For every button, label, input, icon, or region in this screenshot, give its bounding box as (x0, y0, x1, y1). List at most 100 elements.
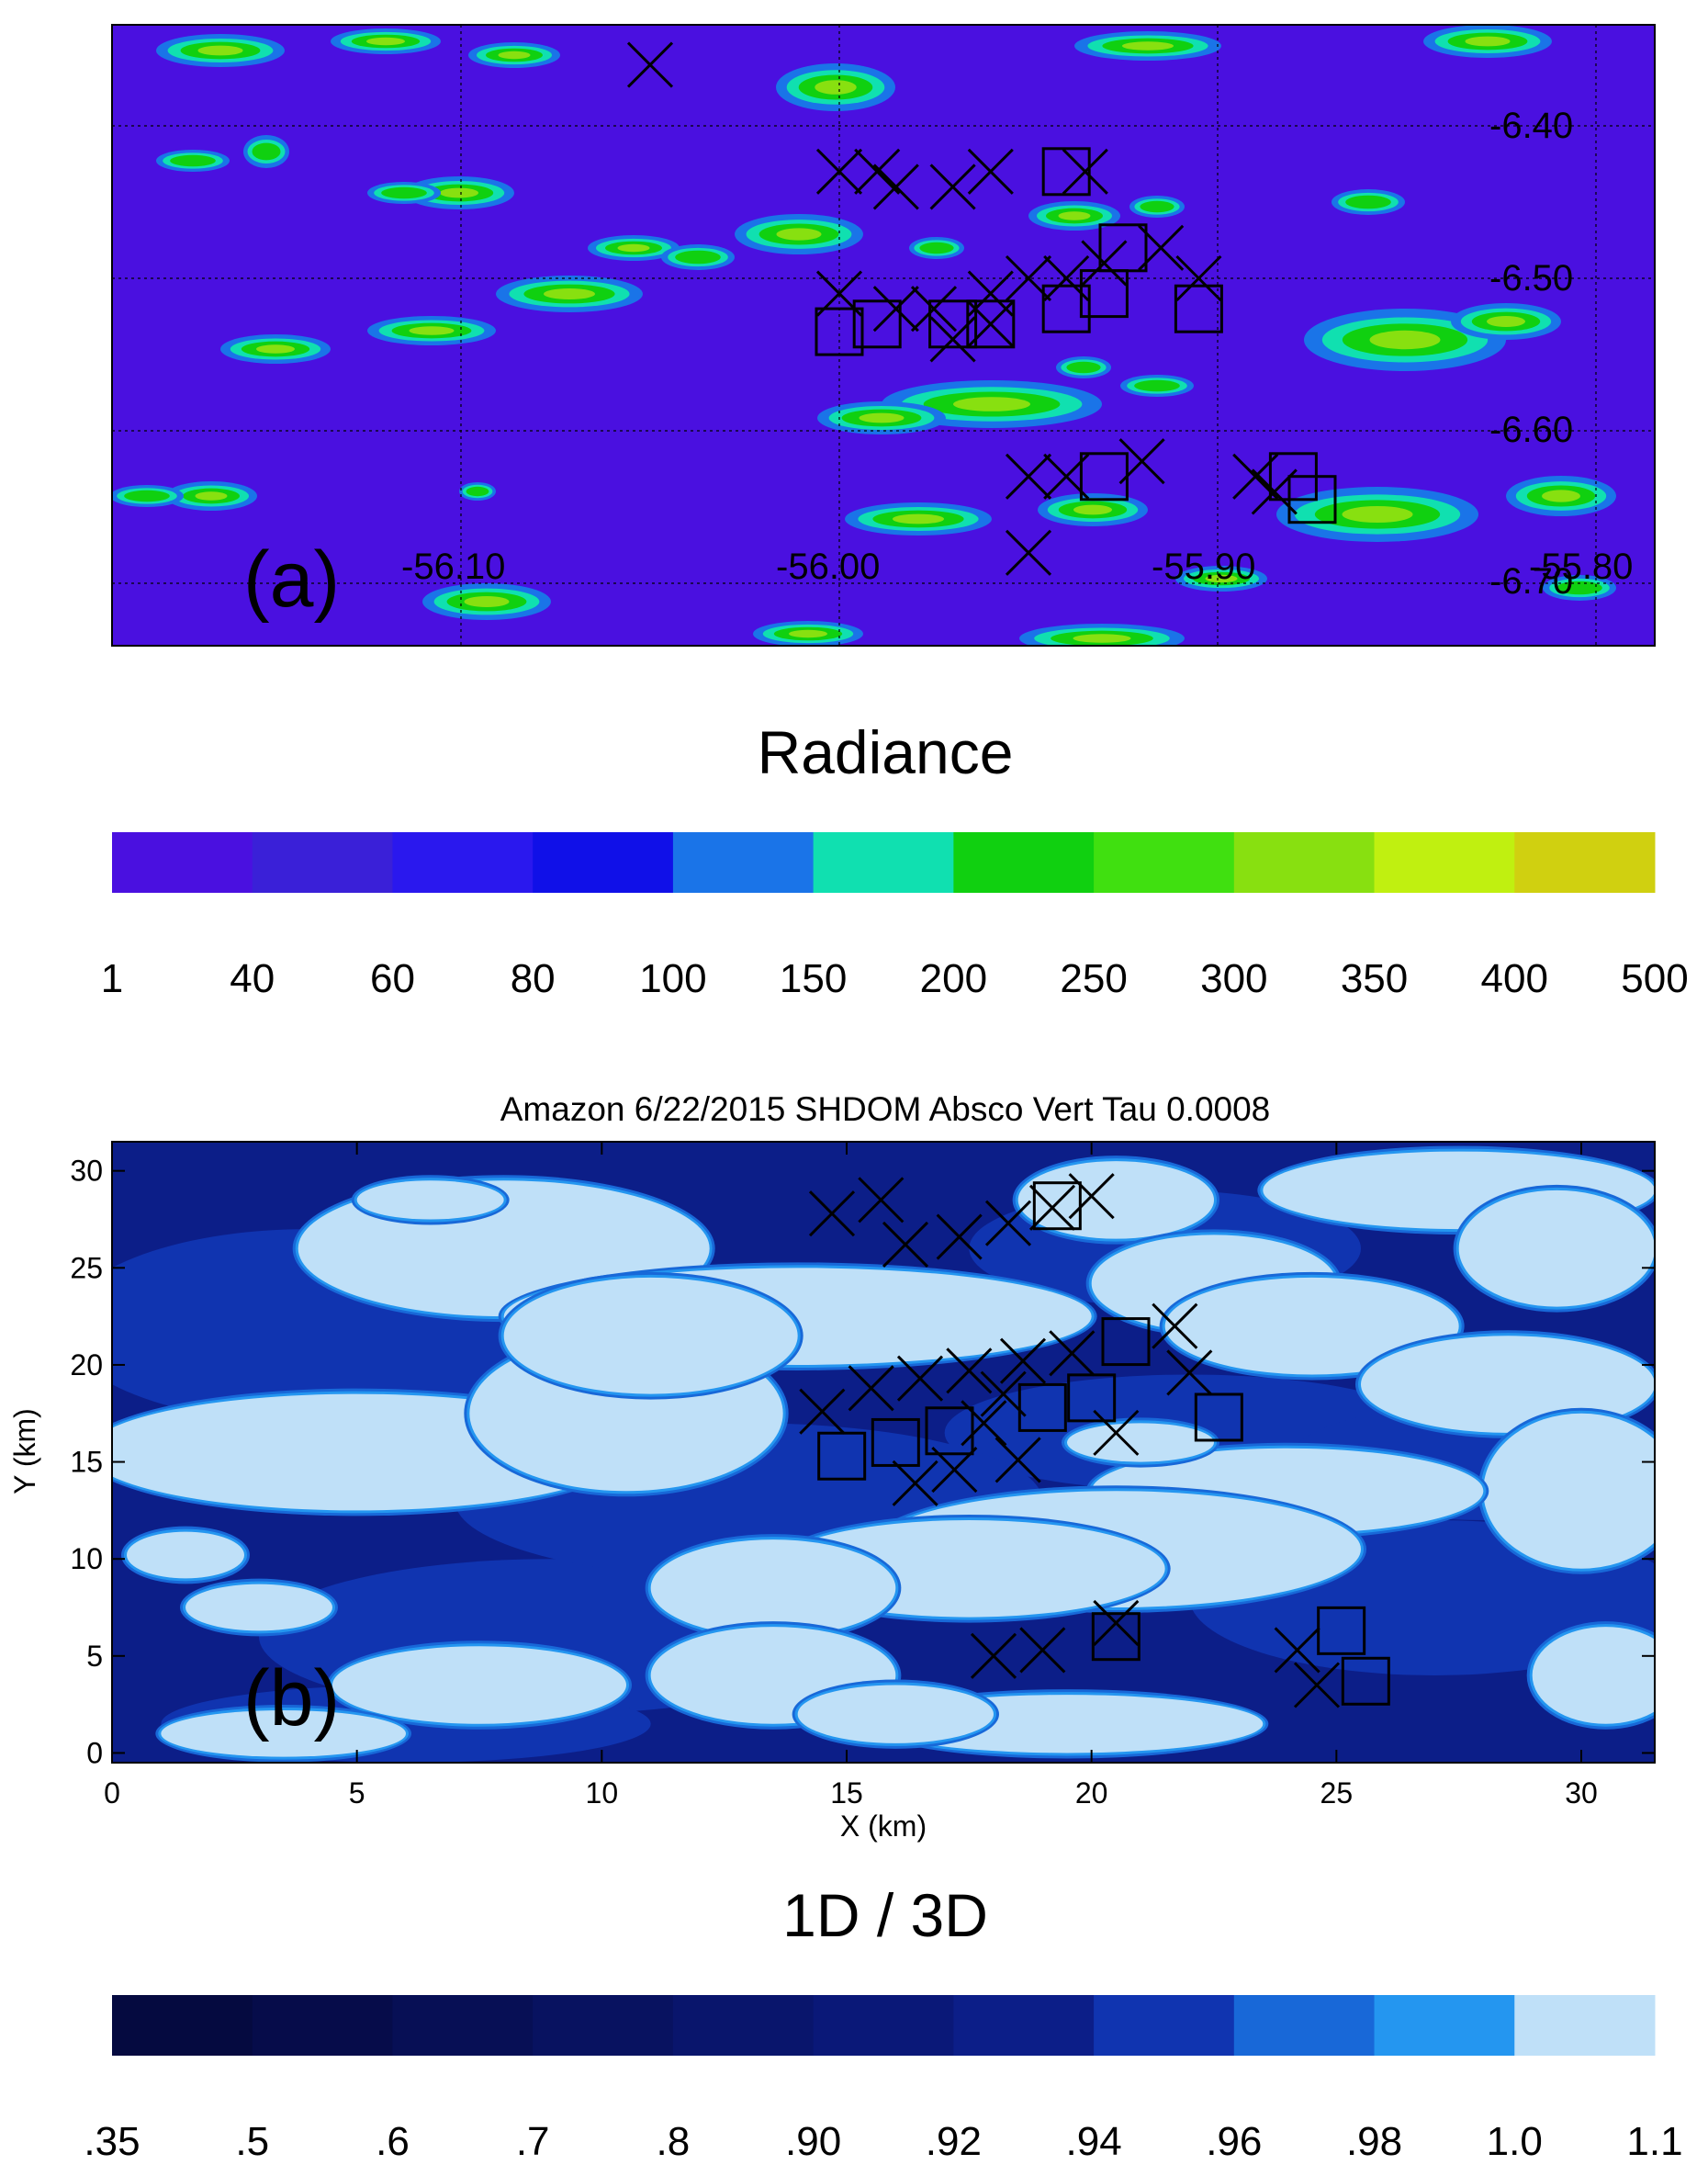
x-marker (910, 286, 958, 333)
panel-b-label: (b) (243, 1654, 340, 1742)
colorbar-swatch (953, 1995, 1095, 2056)
x-marker (1081, 240, 1128, 287)
y-tick-label: 5 (86, 1640, 103, 1673)
square-marker (1174, 284, 1223, 333)
colorbar-swatch (392, 1995, 534, 2056)
lon-label-3: -55.90 (1152, 547, 1255, 587)
x-marker (1274, 1627, 1320, 1674)
panel-a-label: (a) (243, 536, 340, 624)
lat-label-3: -6.60 (1489, 410, 1573, 450)
colorbar-tick-label: .35 (84, 2119, 140, 2164)
square-marker (1287, 475, 1337, 524)
x-marker (980, 1370, 1027, 1417)
panel-b-axes: 0 5 10 15 20 25 30 0 5 10 15 20 25 30 (70, 1142, 1655, 1810)
colorbar-b-ticks: .35 .5 .6 .7 .8 .90 .92 .94 .96 .98 1.0 1.1 (84, 2119, 1682, 2164)
x-marker (984, 1200, 1032, 1246)
colorbar-tick-label: 400 (1481, 956, 1548, 1001)
radiance-patch (1506, 476, 1616, 516)
radiance-patch (1074, 31, 1221, 61)
radiance-patch (1019, 624, 1185, 646)
ratio-patch-high (155, 1704, 412, 1763)
square-marker (1079, 269, 1129, 319)
colorbar-swatch (1233, 1995, 1376, 2056)
radiance-patch (112, 485, 184, 507)
x-marker (967, 148, 1014, 195)
y-tick-label: 20 (70, 1348, 103, 1381)
x-marker (1093, 1599, 1140, 1646)
panel-b: 0 5 10 15 20 25 30 0 5 10 15 20 25 30 (b) (70, 1141, 1656, 1810)
x-marker (1152, 1302, 1198, 1349)
colorbar-swatch (1514, 832, 1656, 893)
x-tick-label: 20 (1075, 1776, 1108, 1810)
colorbar-swatch (533, 1995, 674, 2056)
colorbar-a-title: Radiance (758, 718, 1014, 786)
colorbar-tick-label: 150 (780, 956, 847, 1001)
radiance-patch (909, 237, 964, 259)
ratio-patch-high (121, 1526, 250, 1584)
colorbar-swatch (392, 832, 534, 893)
ratio-patch-high (180, 1578, 338, 1637)
x-marker (808, 1190, 856, 1237)
radiance-patch (1056, 356, 1111, 378)
colorbar-tick-label: 300 (1200, 956, 1267, 1001)
square-marker (1091, 1612, 1141, 1662)
x-marker (946, 1347, 993, 1394)
x-tick-label: 5 (349, 1776, 365, 1810)
lat-label-2: -6.50 (1489, 258, 1573, 299)
colorbar-b (112, 1995, 1656, 2056)
square-marker (817, 1431, 867, 1481)
radiance-patch (1451, 303, 1561, 340)
x-marker (936, 1213, 983, 1260)
panel-b-markers (799, 1173, 1390, 1708)
colorbar-swatch (813, 1995, 954, 2056)
panel-a: -56.10 -56.00 -55.90 -55.80 -6.40 -6.50 … (111, 24, 1656, 647)
colorbar-swatch (1094, 832, 1235, 893)
radiance-patch (243, 135, 289, 168)
colorbar-a (112, 832, 1656, 893)
radiance-patch (220, 334, 331, 364)
square-marker (1194, 1392, 1243, 1442)
radiance-patch (165, 481, 257, 511)
x-marker (1175, 254, 1222, 302)
x-tick-label: 30 (1565, 1776, 1598, 1810)
x-marker (872, 286, 919, 333)
square-marker (1079, 452, 1129, 502)
x-marker (882, 1221, 929, 1268)
ratio-patch-high (1453, 1184, 1655, 1313)
radiance-patch (459, 482, 496, 501)
colorbar-swatch (252, 832, 393, 893)
lat-label-4: -6.70 (1489, 561, 1573, 602)
square-marker (925, 1406, 974, 1456)
radiance-patch (1120, 375, 1194, 397)
radiance-patch (468, 42, 560, 68)
x-marker (970, 1632, 1017, 1679)
colorbar-tick-label: .92 (926, 2119, 982, 2164)
x-marker (1062, 148, 1108, 195)
colorbar-swatch (953, 832, 1095, 893)
colorbar-swatch (813, 832, 954, 893)
colorbar-swatch (672, 832, 815, 893)
lon-label-1: -56.10 (401, 547, 505, 587)
x-tick-label: 15 (830, 1776, 863, 1810)
radiance-patch (496, 276, 643, 312)
radiance-patch (331, 28, 441, 54)
colorbar-swatch (112, 832, 253, 893)
radiance-patch (845, 502, 992, 536)
x-marker (1093, 1409, 1140, 1456)
x-marker (1019, 1627, 1066, 1674)
x-marker (1068, 1173, 1115, 1220)
square-marker (852, 299, 902, 349)
panel-a-markers (626, 41, 1337, 576)
x-marker (872, 163, 919, 210)
x-tick-label: 25 (1320, 1776, 1354, 1810)
colorbar-tick-label: 40 (230, 956, 275, 1001)
lon-label-4: -55.80 (1529, 547, 1633, 587)
x-marker (1028, 1184, 1076, 1231)
radiance-patch (1038, 493, 1148, 526)
x-marker (929, 163, 976, 210)
square-marker (1101, 1317, 1151, 1367)
colorbar-swatch (1374, 1995, 1515, 2056)
colorbar-tick-label: 1.1 (1626, 2119, 1682, 2164)
x-marker (994, 1437, 1041, 1483)
